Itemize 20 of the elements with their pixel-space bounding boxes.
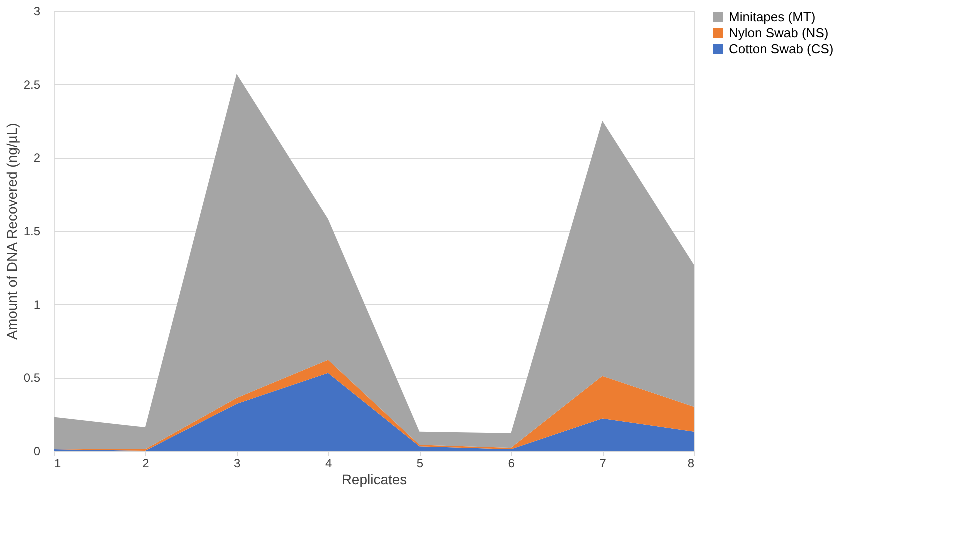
y-tick-label: 1.5 xyxy=(24,224,41,238)
x-tick-label: 5 xyxy=(416,456,424,470)
x-tick-label: 4 xyxy=(325,456,332,470)
legend-label: Minitapes (MT) xyxy=(729,10,816,24)
legend-label: Nylon Swab (NS) xyxy=(729,26,829,40)
x-axis-title: Replicates xyxy=(342,472,408,488)
legend-label: Cotton Swab (CS) xyxy=(729,42,834,56)
x-tick-label: 2 xyxy=(142,456,150,470)
x-tick-label: 1 xyxy=(54,456,62,470)
y-tick-label: 0 xyxy=(34,444,41,458)
y-axis-title: Amount of DNA Recovered (ng/µL) xyxy=(4,123,20,340)
x-tick-label: 7 xyxy=(600,456,607,470)
x-tick-label: 3 xyxy=(234,456,242,470)
y-tick-label: 0.5 xyxy=(24,371,41,386)
x-tick-label: 8 xyxy=(688,456,695,470)
y-tick-label: 2.5 xyxy=(24,78,41,92)
y-tick-label: 3 xyxy=(34,4,41,18)
y-tick-label: 2 xyxy=(34,151,41,166)
y-tick-label: 1 xyxy=(34,298,41,312)
x-tick-label: 6 xyxy=(508,456,516,470)
